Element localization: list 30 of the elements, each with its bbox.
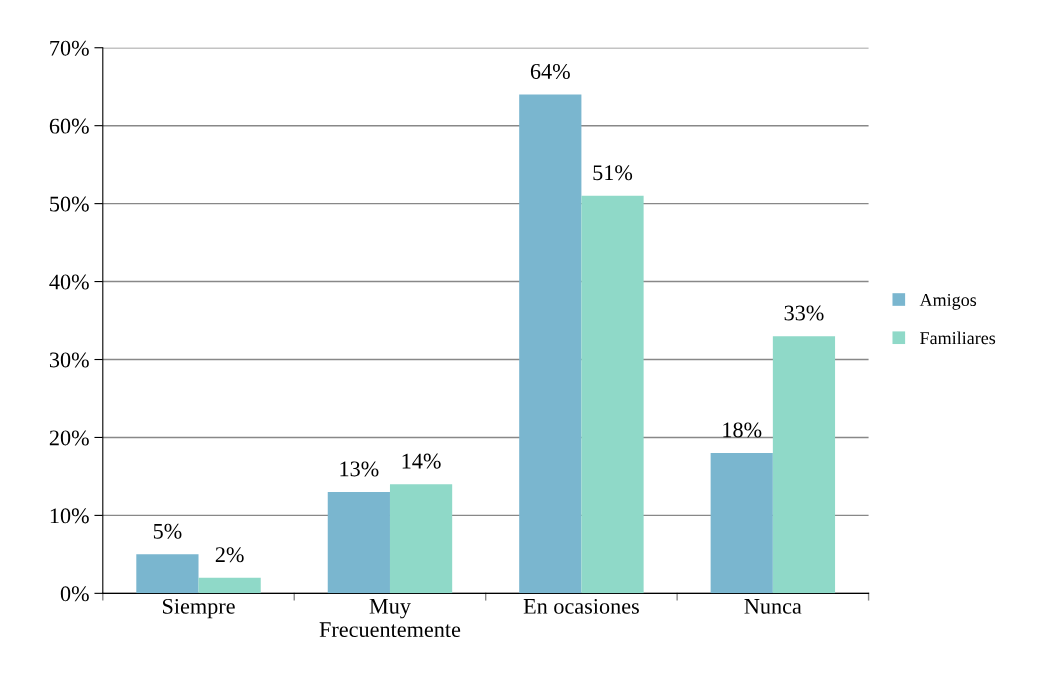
y-tick-label: 70%: [50, 40, 89, 56]
x-tick-label: En ocasiones: [523, 598, 639, 614]
y-tick-label: 50%: [50, 196, 89, 212]
y-tick-label: 60%: [49, 118, 89, 134]
data-label: 18%: [723, 422, 762, 438]
y-tick-label: 0%: [60, 586, 89, 602]
bar: [198, 577, 261, 594]
bar: [136, 554, 199, 594]
bar: [581, 195, 644, 594]
data-label: 2%: [215, 547, 244, 563]
data-label: 64%: [530, 63, 570, 79]
legend-label: Amigos: [919, 293, 977, 310]
bar: [772, 336, 836, 594]
y-tick-label: 20%: [49, 430, 89, 446]
data-label: 5%: [153, 523, 182, 539]
data-label: 51%: [593, 165, 633, 181]
x-tick-label: Nunca: [744, 599, 802, 614]
data-label: 14%: [402, 453, 441, 469]
y-tick-label: 40%: [49, 274, 89, 290]
data-label: 13%: [340, 461, 379, 477]
bar: [519, 94, 582, 594]
x-tick-label: Muy Frecuentemente: [319, 599, 461, 638]
y-tick-label: 30%: [49, 352, 89, 368]
data-label: 33%: [784, 305, 824, 321]
bar: [389, 484, 453, 594]
legend-label: Familiares: [920, 331, 996, 345]
bar: [710, 453, 773, 594]
bar: [327, 492, 390, 594]
x-tick-label: Siempre: [162, 598, 235, 619]
y-tick-label: 10%: [50, 508, 89, 524]
